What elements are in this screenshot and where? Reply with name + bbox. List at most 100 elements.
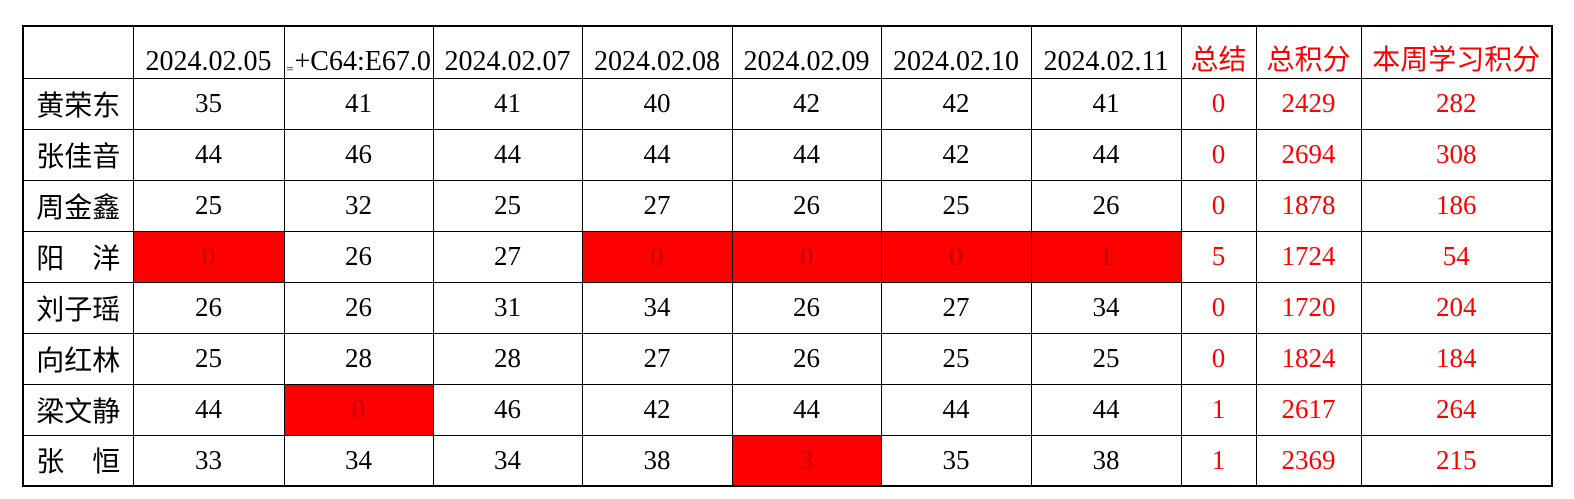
daily-score-cell[interactable]: 32: [283, 179, 434, 232]
student-name-cell[interactable]: 黄荣东: [22, 77, 134, 130]
header-cell-date[interactable]: 2024.02.09: [731, 25, 882, 79]
daily-score-cell[interactable]: 25: [880, 332, 1032, 385]
summary-cell[interactable]: 0: [1180, 128, 1257, 181]
daily-score-cell[interactable]: 41: [432, 77, 583, 130]
daily-score-cell[interactable]: 26: [283, 281, 434, 334]
daily-score-cell[interactable]: 46: [432, 383, 583, 436]
daily-score-cell-highlighted[interactable]: 1: [1030, 230, 1182, 283]
daily-score-cell[interactable]: 34: [1030, 281, 1182, 334]
daily-score-cell[interactable]: 38: [581, 434, 733, 487]
daily-score-cell-highlighted[interactable]: 3: [731, 434, 882, 487]
total-points-cell[interactable]: 1724: [1255, 230, 1362, 283]
daily-score-cell[interactable]: 25: [132, 179, 285, 232]
total-points-cell[interactable]: 1878: [1255, 179, 1362, 232]
daily-score-cell[interactable]: 44: [1030, 383, 1182, 436]
daily-score-cell[interactable]: 26: [731, 281, 882, 334]
total-points-cell[interactable]: 1824: [1255, 332, 1362, 385]
summary-cell[interactable]: 1: [1180, 434, 1257, 487]
daily-score-cell[interactable]: 26: [731, 179, 882, 232]
total-points-cell[interactable]: 1720: [1255, 281, 1362, 334]
summary-cell[interactable]: 0: [1180, 179, 1257, 232]
daily-score-cell[interactable]: 42: [880, 128, 1032, 181]
daily-score-cell[interactable]: 44: [1030, 128, 1182, 181]
daily-score-cell-highlighted[interactable]: 0: [880, 230, 1032, 283]
weekly-points-cell[interactable]: 282: [1360, 77, 1553, 130]
daily-score-cell[interactable]: 33: [132, 434, 285, 487]
daily-score-cell-highlighted[interactable]: 0: [581, 230, 733, 283]
summary-cell[interactable]: 0: [1180, 77, 1257, 130]
student-name-cell[interactable]: 周金鑫: [22, 179, 134, 232]
daily-score-cell[interactable]: 44: [132, 383, 285, 436]
daily-score-cell[interactable]: 42: [880, 77, 1032, 130]
daily-score-cell[interactable]: 44: [880, 383, 1032, 436]
total-points-cell[interactable]: 2429: [1255, 77, 1362, 130]
daily-score-cell[interactable]: 27: [581, 179, 733, 232]
summary-cell[interactable]: 1: [1180, 383, 1257, 436]
student-name-cell[interactable]: 刘子瑶: [22, 281, 134, 334]
student-name-cell[interactable]: 阳 洋: [22, 230, 134, 283]
weekly-points-cell[interactable]: 54: [1360, 230, 1553, 283]
student-name-cell[interactable]: 张 恒: [22, 434, 134, 487]
summary-cell[interactable]: 0: [1180, 332, 1257, 385]
daily-score-cell[interactable]: 42: [581, 383, 733, 436]
total-points-cell[interactable]: 2369: [1255, 434, 1362, 487]
daily-score-cell[interactable]: 26: [132, 281, 285, 334]
total-points-cell[interactable]: 2617: [1255, 383, 1362, 436]
header-cell-date[interactable]: 2024.02.10: [880, 25, 1032, 79]
weekly-points-cell[interactable]: 184: [1360, 332, 1553, 385]
daily-score-cell[interactable]: 28: [432, 332, 583, 385]
student-name-cell[interactable]: 向红林: [22, 332, 134, 385]
daily-score-cell-highlighted[interactable]: 0: [132, 230, 285, 283]
daily-score-cell[interactable]: 44: [731, 383, 882, 436]
daily-score-cell[interactable]: 44: [581, 128, 733, 181]
daily-score-cell[interactable]: 35: [132, 77, 285, 130]
total-points-cell[interactable]: 2694: [1255, 128, 1362, 181]
weekly-points-cell[interactable]: 264: [1360, 383, 1553, 436]
daily-score-cell[interactable]: 26: [283, 230, 434, 283]
corner-cell[interactable]: [22, 25, 134, 79]
daily-score-cell[interactable]: 25: [432, 179, 583, 232]
daily-score-cell[interactable]: 35: [880, 434, 1032, 487]
header-cell-date[interactable]: 2024.02.08: [581, 25, 733, 79]
daily-score-cell[interactable]: 26: [731, 332, 882, 385]
daily-score-cell[interactable]: 46: [283, 128, 434, 181]
daily-score-cell[interactable]: 27: [880, 281, 1032, 334]
daily-score-cell-highlighted[interactable]: 0: [731, 230, 882, 283]
daily-score-cell[interactable]: 25: [132, 332, 285, 385]
weekly-points-cell[interactable]: 215: [1360, 434, 1553, 487]
daily-score-cell[interactable]: 31: [432, 281, 583, 334]
header-cell-date[interactable]: 2024.02.11: [1030, 25, 1182, 79]
daily-score-cell-highlighted[interactable]: 0: [283, 383, 434, 436]
daily-score-cell[interactable]: 44: [432, 128, 583, 181]
summary-cell[interactable]: 0: [1180, 281, 1257, 334]
student-name-cell[interactable]: 张佳音: [22, 128, 134, 181]
daily-score-cell[interactable]: 44: [132, 128, 285, 181]
header-cell-summary[interactable]: 本周学习积分: [1360, 25, 1553, 79]
daily-score-cell[interactable]: 44: [731, 128, 882, 181]
table-row: 阳 洋 0 26 27 0 0 0 1 5 1724 54: [22, 230, 1553, 283]
daily-score-cell[interactable]: 42: [731, 77, 882, 130]
daily-score-cell[interactable]: 25: [1030, 332, 1182, 385]
header-cell-date[interactable]: 2024.02.05: [132, 25, 285, 79]
daily-score-cell[interactable]: 34: [432, 434, 583, 487]
student-name-cell[interactable]: 梁文静: [22, 383, 134, 436]
daily-score-cell[interactable]: 40: [581, 77, 733, 130]
summary-cell[interactable]: 5: [1180, 230, 1257, 283]
daily-score-cell[interactable]: 25: [880, 179, 1032, 232]
daily-score-cell[interactable]: 26: [1030, 179, 1182, 232]
daily-score-cell[interactable]: 34: [581, 281, 733, 334]
weekly-points-cell[interactable]: 204: [1360, 281, 1553, 334]
daily-score-cell[interactable]: 34: [283, 434, 434, 487]
header-cell-summary[interactable]: 总结: [1180, 25, 1257, 79]
daily-score-cell[interactable]: 27: [581, 332, 733, 385]
header-cell-date[interactable]: 2024.02.07: [432, 25, 583, 79]
weekly-points-cell[interactable]: 186: [1360, 179, 1553, 232]
header-cell-formula[interactable]: =+C64:E67.0: [283, 25, 434, 79]
daily-score-cell[interactable]: 27: [432, 230, 583, 283]
daily-score-cell[interactable]: 38: [1030, 434, 1182, 487]
daily-score-cell[interactable]: 41: [283, 77, 434, 130]
weekly-points-cell[interactable]: 308: [1360, 128, 1553, 181]
daily-score-cell[interactable]: 28: [283, 332, 434, 385]
header-cell-summary[interactable]: 总积分: [1255, 25, 1362, 79]
daily-score-cell[interactable]: 41: [1030, 77, 1182, 130]
